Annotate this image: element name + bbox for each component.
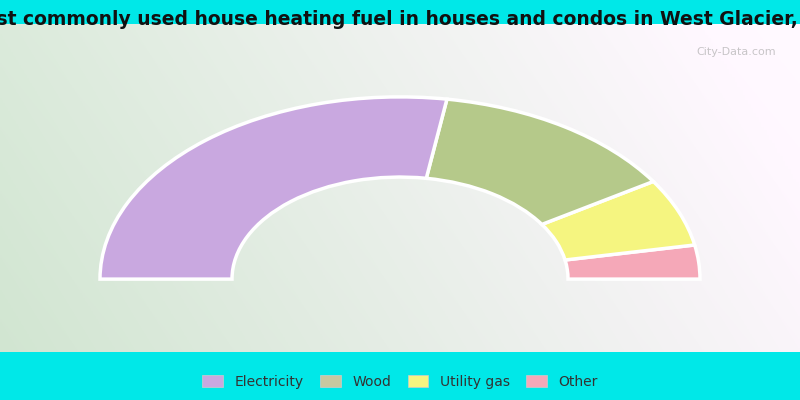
Wedge shape xyxy=(542,182,694,260)
Text: Most commonly used house heating fuel in houses and condos in West Glacier, MT: Most commonly used house heating fuel in… xyxy=(0,10,800,29)
Wedge shape xyxy=(565,245,700,279)
Text: City-Data.com: City-Data.com xyxy=(696,47,776,57)
Legend: Electricity, Wood, Utility gas, Other: Electricity, Wood, Utility gas, Other xyxy=(198,371,602,393)
Wedge shape xyxy=(426,99,654,224)
Wedge shape xyxy=(100,97,447,279)
